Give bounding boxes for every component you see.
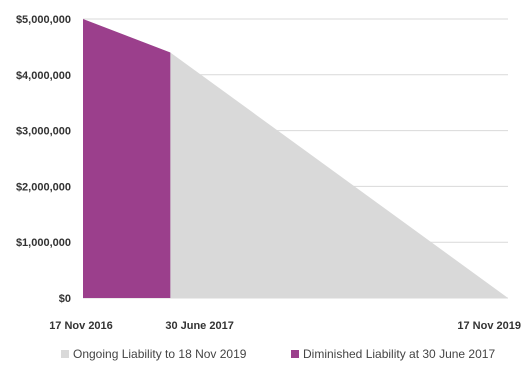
x-tick-label: 30 June 2017 <box>165 320 234 332</box>
legend-swatch <box>291 350 299 358</box>
ongoing-liability-area <box>83 19 508 298</box>
x-tick-label: 17 Nov 2016 <box>49 320 113 332</box>
y-tick-label: $5,000,000 <box>16 14 71 26</box>
y-tick-label: $1,000,000 <box>16 237 71 249</box>
x-tick-label: 17 Nov 2019 <box>457 320 521 332</box>
y-axis: $0 $1,000,000 $2,000,000 $3,000,000 $4,000,0… <box>16 14 71 305</box>
legend-swatch <box>61 350 69 358</box>
legend-label: Diminished Liability at 30 June 2017 <box>303 347 495 361</box>
y-tick-label: $3,000,000 <box>16 126 71 138</box>
y-tick-label: $4,000,000 <box>16 70 71 82</box>
legend-item-diminished-liability: Diminished Liability at 30 June 2017 <box>291 347 495 361</box>
legend: Ongoing Liability to 18 Nov 2019 Diminish… <box>61 347 495 361</box>
legend-item-ongoing-liability: Ongoing Liability to 18 Nov 2019 <box>61 347 247 361</box>
plot-area <box>83 19 508 298</box>
diminished-liability-area <box>83 19 171 298</box>
x-axis: 17 Nov 2016 30 June 2017 17 Nov 2019 <box>49 320 521 332</box>
legend-label: Ongoing Liability to 18 Nov 2019 <box>73 347 247 361</box>
y-tick-label: $0 <box>59 293 71 305</box>
y-tick-label: $2,000,000 <box>16 181 71 193</box>
